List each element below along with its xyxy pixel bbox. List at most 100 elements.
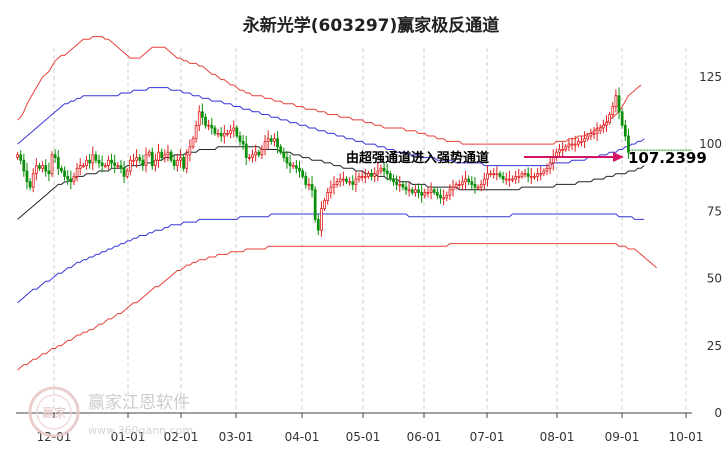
candle-body: [536, 173, 539, 177]
candle: [407, 182, 411, 197]
y-tick-label: 125: [699, 70, 722, 84]
candle: [291, 161, 295, 169]
candle-body: [38, 165, 41, 169]
candle-body: [248, 157, 251, 159]
candle-body: [448, 189, 452, 196]
candle: [536, 168, 539, 182]
candle: [163, 149, 167, 163]
candle-body: [310, 184, 314, 191]
candle-body: [41, 165, 44, 169]
candle-body: [141, 159, 145, 167]
candle: [263, 134, 267, 156]
candle-body: [116, 165, 120, 168]
candle-body: [417, 189, 420, 193]
candle-body: [34, 165, 38, 175]
candle: [166, 144, 170, 162]
candle-body: [213, 127, 217, 134]
candle: [125, 168, 129, 179]
candle-body: [482, 178, 486, 185]
candle: [376, 162, 380, 182]
candle: [335, 178, 339, 188]
candle-body: [517, 175, 521, 178]
candle-body: [241, 141, 245, 145]
candle: [370, 169, 373, 181]
candle: [586, 133, 590, 142]
candle: [511, 175, 514, 183]
candle-body: [357, 175, 361, 180]
candle: [326, 187, 330, 205]
candle-body: [617, 95, 621, 113]
candle: [367, 171, 370, 179]
candle: [60, 165, 63, 174]
annotation: 由超强通道进入强势通道: [346, 150, 624, 166]
candle: [28, 178, 32, 191]
watermark-url: www.360gann.com: [88, 424, 193, 437]
candle-body: [623, 124, 627, 137]
candle: [329, 180, 333, 199]
candle-body: [592, 132, 596, 135]
candle-body: [567, 143, 571, 148]
candle-body: [439, 194, 442, 199]
candle: [320, 201, 323, 237]
candle: [72, 172, 76, 186]
lower-red-band: [17, 243, 657, 371]
candle: [304, 171, 308, 189]
candle-body: [392, 178, 395, 183]
candle: [398, 176, 402, 192]
candle: [492, 168, 496, 179]
candle-body: [370, 173, 373, 177]
candle-body: [166, 151, 170, 156]
candle-body: [182, 157, 185, 169]
candle-body: [154, 159, 157, 167]
candle-body: [257, 151, 261, 156]
candle-body: [279, 146, 283, 153]
candle: [442, 189, 445, 206]
candle: [185, 149, 189, 174]
candle-body: [398, 184, 402, 186]
candle: [94, 151, 98, 164]
candle: [135, 149, 138, 168]
candle: [210, 117, 214, 135]
candle-body: [495, 173, 499, 176]
candle: [445, 191, 449, 202]
candle-body: [570, 143, 574, 146]
candle: [605, 115, 608, 132]
candle: [467, 175, 471, 186]
candle-body: [614, 95, 618, 107]
candle: [473, 177, 477, 194]
candle-body: [360, 175, 364, 178]
candle: [257, 149, 261, 158]
upper-blue-band: [17, 87, 645, 167]
candle-body: [56, 157, 60, 169]
candle-body: [542, 170, 546, 175]
candle: [508, 170, 511, 187]
candle-body: [486, 173, 489, 180]
candle-body: [301, 170, 305, 177]
candle: [213, 125, 217, 136]
candle-body: [320, 208, 323, 231]
candle: [533, 172, 536, 180]
candle-body: [432, 189, 436, 193]
watermark-text: 赢家江恩软件: [88, 393, 190, 413]
candle-body: [470, 181, 474, 185]
candle-body: [332, 184, 336, 188]
x-tick-label: 10-01: [669, 430, 704, 444]
candle-body: [197, 111, 201, 126]
candle: [429, 182, 433, 200]
candle: [432, 187, 436, 195]
candle-body: [78, 165, 82, 169]
candle-body: [50, 154, 54, 175]
x-tick-label: 02-01: [164, 430, 199, 444]
candle-body: [326, 192, 330, 201]
x-tick-label: 05-01: [346, 430, 381, 444]
candle: [482, 172, 486, 191]
watermark-seal-text: 赢家: [42, 405, 66, 420]
candle: [31, 168, 35, 193]
candle-body: [442, 197, 445, 200]
candle: [470, 176, 474, 190]
candle: [592, 126, 596, 140]
candle-body: [91, 154, 95, 164]
candle-body: [72, 175, 76, 183]
candle: [216, 128, 220, 138]
